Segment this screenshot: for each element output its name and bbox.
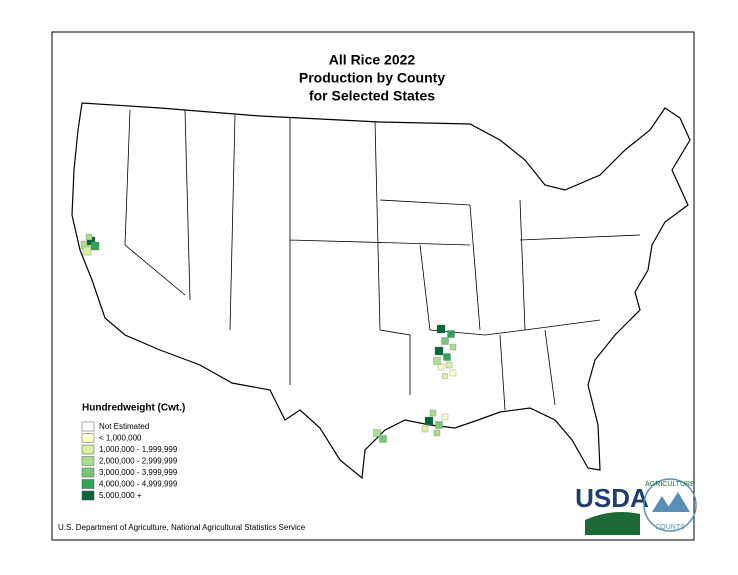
county — [442, 373, 448, 379]
legend-swatch — [81, 490, 95, 501]
legend-swatch — [81, 479, 95, 489]
county — [441, 337, 449, 345]
legend-label: 1,000,000 - 1,999,999 — [99, 445, 178, 454]
county — [436, 324, 446, 334]
county — [445, 361, 453, 369]
county — [441, 413, 449, 421]
county — [82, 246, 92, 256]
logo-arc-bottom: COUNTS — [655, 524, 685, 531]
legend-label: < 1,000,000 — [99, 434, 142, 443]
county — [433, 357, 441, 365]
county — [379, 435, 387, 443]
logo-circle — [643, 478, 697, 532]
county — [429, 409, 437, 417]
legend-label: 4,000,000 - 4,999,999 — [99, 480, 178, 489]
county — [421, 425, 429, 433]
legend-label: 5,000,000 + — [99, 491, 142, 500]
county — [434, 346, 444, 356]
county — [424, 416, 434, 426]
logo-arc-top: AGRICULTURE — [645, 481, 695, 488]
county — [437, 363, 445, 371]
legend-label: Not Estimated — [99, 422, 149, 431]
legend-swatch — [81, 433, 95, 443]
county — [443, 353, 451, 361]
county — [90, 241, 100, 251]
county — [449, 343, 457, 351]
county — [447, 330, 455, 338]
usda-logo: USDA AGRICULTURE COUNTS — [575, 478, 697, 535]
legend-swatch — [81, 467, 95, 478]
title-line: All Rice 2022 — [329, 52, 416, 68]
county — [449, 369, 457, 377]
logo-field — [585, 512, 640, 535]
county — [85, 233, 93, 241]
legend-swatch — [81, 444, 95, 455]
county — [373, 429, 381, 437]
legend-label: 3,000,000 - 3,999,999 — [99, 468, 178, 477]
legend-title: Hundredweight (Cwt.) — [82, 403, 185, 414]
title-line: for Selected States — [309, 88, 435, 104]
state-borders — [124, 109, 641, 411]
logo-buildings — [652, 492, 690, 512]
legend-label: 2,000,000 - 2,999,999 — [99, 457, 178, 466]
title-line: Production by County — [299, 70, 445, 86]
legend-swatch — [81, 421, 95, 432]
usda-text: USDA — [575, 483, 649, 513]
legend: Not Estimated < 1,000,000 1,000,000 - 1,99… — [81, 421, 178, 501]
source-note: U.S. Department of Agriculture, National… — [58, 523, 306, 532]
county — [433, 429, 441, 437]
legend-swatch — [81, 456, 95, 466]
county — [435, 421, 443, 429]
us-outline — [71, 102, 691, 480]
rice-regions — [80, 233, 457, 443]
